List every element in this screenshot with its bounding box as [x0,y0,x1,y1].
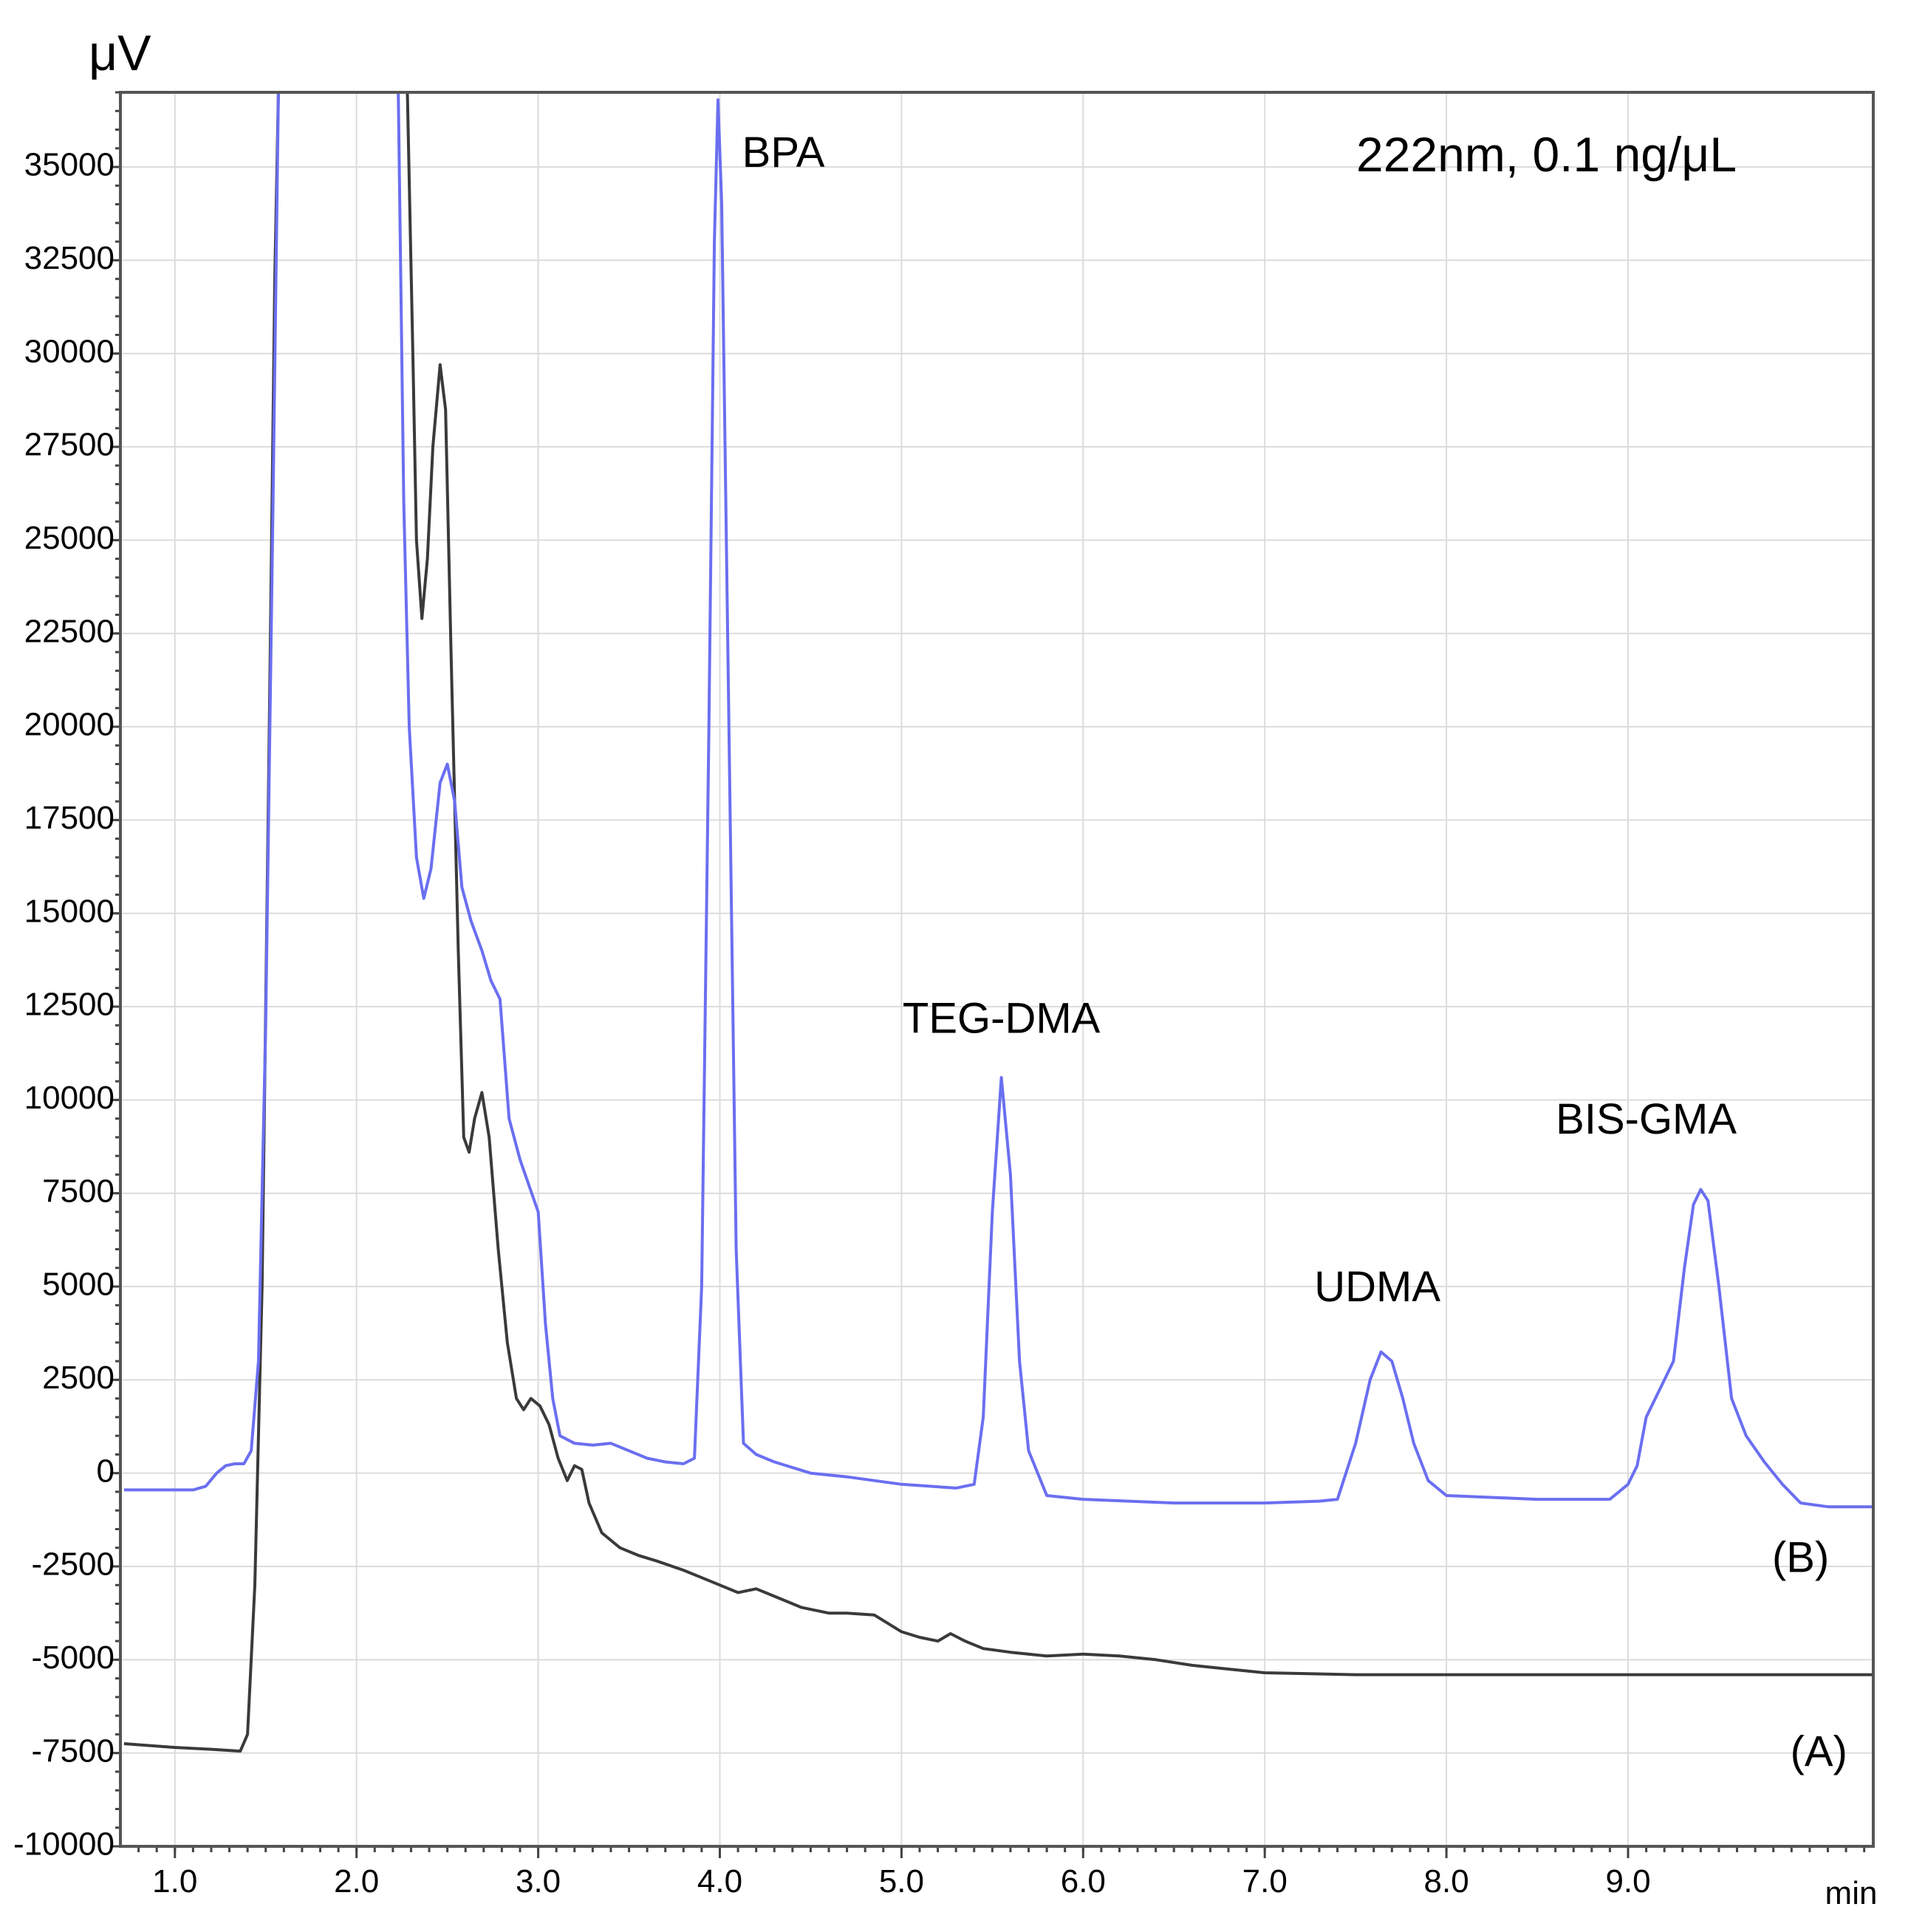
y-tick-label: 5000 [42,1267,114,1303]
series-layer [123,92,1873,1753]
y-axis-unit-label: μV [89,25,151,81]
x-axis-unit-label: min [1825,1875,1878,1911]
y-tick-label: 20000 [24,707,114,743]
x-tick-label: 2.0 [334,1863,379,1900]
series-line-a [123,92,1873,1753]
y-tick-label: 10000 [24,1080,114,1116]
y-tick-label: 15000 [24,893,114,929]
y-tick-label: 27500 [24,427,114,463]
x-tick-label: 1.0 [152,1863,197,1900]
annotation-label: BIS-GMA [1556,1095,1737,1143]
y-tick-label: 35000 [24,147,114,183]
x-tick-label: 4.0 [697,1863,742,1900]
y-tick-label: 22500 [24,613,114,649]
y-tick-label: 2500 [42,1360,114,1396]
y-tick-label: -5000 [31,1640,114,1676]
plot-frame [119,91,1875,1848]
x-tick-label: 9.0 [1605,1863,1650,1900]
annotation-label: (A) [1791,1727,1847,1775]
y-tick-label: -2500 [31,1546,114,1583]
y-tick-label: 32500 [24,240,114,276]
x-tick-label: 6.0 [1061,1863,1106,1900]
grid-layer [120,92,1873,1847]
annotation-label: TEG-DMA [903,994,1101,1042]
y-tick-label: 17500 [24,800,114,836]
annotation-label: (B) [1772,1534,1829,1582]
x-tick-label: 3.0 [516,1863,561,1900]
x-tick-label: 8.0 [1424,1863,1469,1900]
x-tick-label: 5.0 [879,1863,924,1900]
series-line-b [123,92,1873,1509]
annotation-label: BPA [742,129,825,177]
y-tick-label: 0 [97,1453,114,1489]
axis-layer: 3500032500300002750025000225002000017500… [13,91,1875,1900]
y-tick-label: 30000 [24,333,114,369]
y-tick-label: -10000 [13,1826,114,1863]
x-tick-label: 7.0 [1242,1863,1288,1900]
y-tick-label: 25000 [24,520,114,556]
y-tick-label: -7500 [31,1733,114,1769]
wavelength-concentration-annotation: 222nm, 0.1 ng/μL [1356,127,1737,182]
y-tick-label: 7500 [42,1173,114,1209]
y-tick-label: 12500 [24,987,114,1023]
label-layer: μV min 222nm, 0.1 ng/μL BPA TEG-DMA UDMA BI… [89,25,1877,1911]
annotation-label: UDMA [1314,1263,1440,1311]
